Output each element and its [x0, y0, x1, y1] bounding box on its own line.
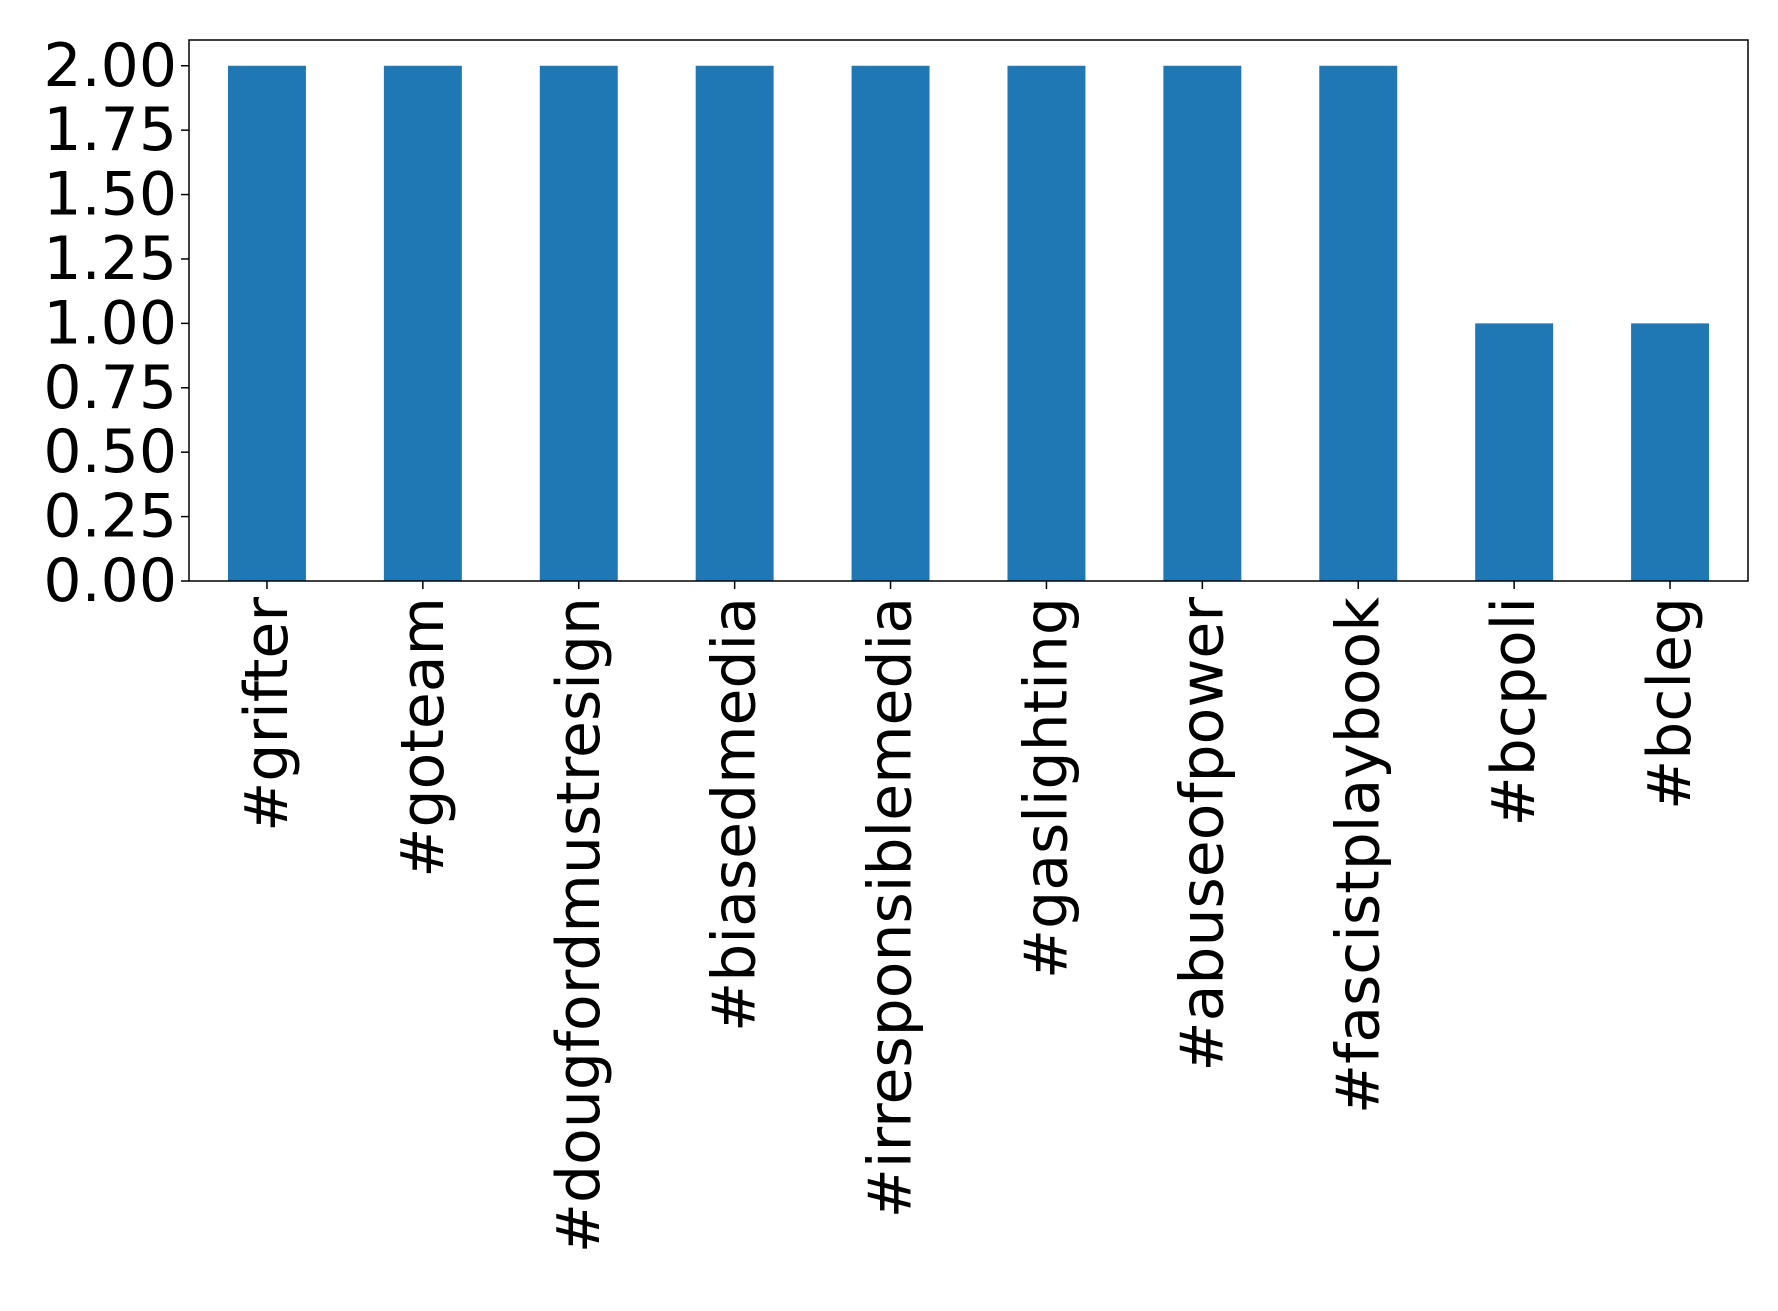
- x-tick-label: #bcleg: [1635, 597, 1705, 810]
- y-tick-label: 0.50: [43, 417, 177, 487]
- bar: [1631, 323, 1710, 581]
- y-tick-label: 1.50: [43, 160, 177, 230]
- x-tick-label: #bcpoli: [1479, 597, 1549, 826]
- bar: [1163, 65, 1242, 581]
- y-tick-label: 1.75: [43, 95, 177, 165]
- plot-frame: [188, 39, 1749, 582]
- y-tick-label: 0.75: [43, 353, 177, 423]
- bar: [539, 65, 618, 581]
- bar: [1007, 65, 1086, 581]
- bar: [695, 65, 774, 581]
- y-tick-label: 1.25: [43, 224, 177, 294]
- x-tick-label: #fascistplaybook: [1323, 597, 1393, 1114]
- bar: [383, 65, 462, 581]
- bar: [851, 65, 930, 581]
- x-tick-label: #grifter: [232, 597, 302, 832]
- bar: [1319, 65, 1398, 581]
- bar: [227, 65, 306, 581]
- x-tick-label: #biasedmedia: [700, 597, 770, 1032]
- x-tick-label: #gaslighting: [1011, 597, 1081, 979]
- y-tick-label: 2.00: [43, 31, 177, 101]
- y-tick-label: 1.00: [43, 288, 177, 358]
- x-tick-label: #goteam: [388, 597, 458, 878]
- x-tick-label: #irresponsiblemedia: [856, 597, 926, 1218]
- x-tick-label: #dougfordmustresign: [544, 597, 614, 1253]
- y-tick-label: 0.25: [43, 482, 177, 552]
- bar: [1475, 323, 1554, 581]
- x-tick-label: #abuseofpower: [1167, 597, 1237, 1072]
- y-tick-label: 0.00: [43, 546, 177, 616]
